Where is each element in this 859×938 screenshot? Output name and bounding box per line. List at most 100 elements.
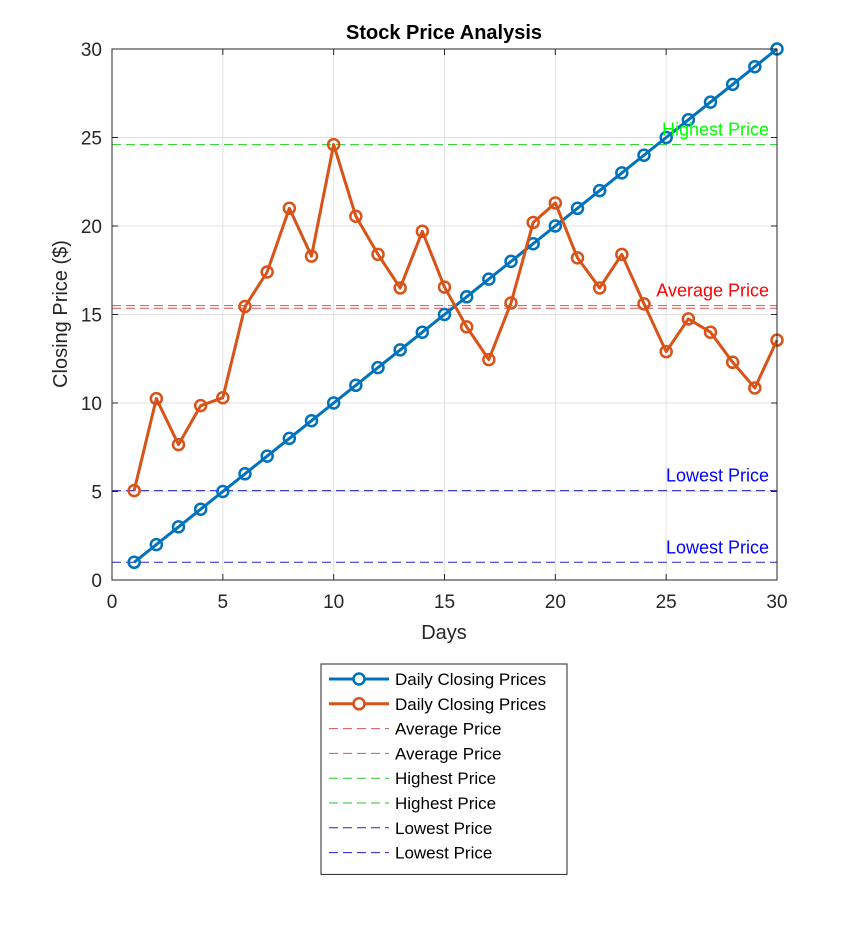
- data-point: [304, 249, 319, 263]
- data-point: [149, 537, 164, 552]
- legend-entry: Daily Closing Prices: [329, 695, 546, 714]
- data-point: [592, 281, 607, 295]
- x-tick-label: 30: [766, 592, 787, 613]
- data-point: [459, 290, 474, 304]
- x-tick-label: 15: [434, 592, 455, 613]
- data-point: [482, 352, 496, 367]
- data-point: [393, 343, 407, 357]
- data-point: [326, 137, 341, 152]
- chart-title: Stock Price Analysis: [346, 22, 542, 44]
- data-point: [703, 95, 718, 109]
- legend-entry: Daily Closing Prices: [329, 670, 546, 689]
- data-point: [127, 483, 141, 498]
- data-point: [748, 381, 762, 395]
- data-point: [171, 437, 186, 452]
- data-point: [592, 183, 607, 198]
- data-point: [393, 281, 407, 295]
- x-tick-label: 25: [656, 592, 677, 613]
- x-axis-label: Days: [421, 622, 467, 644]
- data-point: [615, 247, 629, 262]
- data-point: [415, 325, 430, 339]
- data-point: [526, 215, 540, 230]
- data-point: [238, 467, 252, 481]
- data-point: [260, 265, 274, 279]
- data-point: [304, 413, 319, 428]
- data-point: [326, 396, 341, 410]
- legend-entry: Highest Price: [329, 769, 496, 788]
- y-tick-label: 30: [81, 40, 102, 61]
- annotation-label: Highest Price: [662, 120, 769, 140]
- legend-label: Average Price: [395, 744, 501, 763]
- data-point: [171, 520, 186, 534]
- legend-label: Daily Closing Prices: [395, 670, 546, 689]
- data-point: [216, 484, 230, 499]
- series-2: [127, 137, 784, 498]
- data-point: [437, 280, 452, 294]
- legend-label: Daily Closing Prices: [395, 695, 546, 714]
- legend-label: Highest Price: [395, 794, 496, 813]
- data-series: [127, 42, 784, 570]
- legend: Daily Closing Prices Daily Closing Prices…: [320, 663, 568, 875]
- data-point: [193, 398, 208, 413]
- data-point: [570, 201, 585, 216]
- data-point: [127, 555, 141, 570]
- data-point: [681, 113, 696, 127]
- legend-label: Lowest Price: [395, 819, 492, 838]
- legend-entry: Lowest Price: [329, 844, 492, 863]
- data-point: [615, 166, 629, 180]
- x-tick-label: 5: [218, 592, 229, 613]
- data-point: [459, 320, 474, 334]
- data-point: [504, 296, 518, 310]
- y-tick-label: 25: [81, 129, 102, 150]
- data-point: [748, 59, 762, 74]
- legend-label: Lowest Price: [395, 844, 492, 863]
- data-point: [725, 355, 740, 370]
- legend-marker: [352, 697, 366, 711]
- data-point: [349, 209, 363, 224]
- x-tick-label: 20: [545, 592, 566, 613]
- data-point: [260, 449, 274, 463]
- data-point: [371, 360, 385, 375]
- y-tick-label: 0: [91, 571, 102, 592]
- legend-entry: Average Price: [329, 720, 501, 739]
- legend-label: Average Price: [395, 720, 501, 739]
- x-tick-label: 0: [107, 592, 118, 613]
- data-point: [216, 390, 230, 405]
- data-point: [193, 502, 208, 516]
- data-point: [637, 148, 651, 162]
- annotation-label: Lowest Price: [666, 537, 769, 557]
- data-point: [725, 77, 740, 92]
- annotations: Highest Price Average Price Lowest Price Lo…: [656, 120, 769, 558]
- y-tick-label: 20: [81, 217, 102, 238]
- data-point: [659, 344, 673, 359]
- data-point: [637, 297, 651, 311]
- legend-label: Highest Price: [395, 769, 496, 788]
- annotation-label: Average Price: [656, 281, 769, 301]
- axis-ticks: 0 5 10 15 20 25 30 0 5 10 15 20 25 30: [81, 40, 788, 613]
- y-axis-label: Closing Price ($): [50, 240, 72, 388]
- data-point: [149, 391, 164, 406]
- data-point: [504, 254, 518, 269]
- y-tick-label: 10: [81, 394, 102, 415]
- data-point: [681, 312, 696, 326]
- legend-entry: Average Price: [329, 744, 501, 763]
- data-point: [282, 431, 297, 446]
- data-point: [238, 299, 252, 314]
- data-point: [548, 196, 563, 210]
- legend-entry: Highest Price: [329, 794, 496, 813]
- legend-entry: Lowest Price: [329, 819, 492, 838]
- data-point: [659, 130, 673, 145]
- data-point: [371, 247, 385, 262]
- data-point: [703, 325, 718, 339]
- data-point: [570, 251, 585, 265]
- data-point: [349, 378, 363, 393]
- data-point: [548, 219, 563, 233]
- data-point: [437, 307, 452, 322]
- y-tick-label: 5: [91, 483, 102, 504]
- y-tick-label: 15: [81, 306, 102, 327]
- data-point: [282, 201, 297, 216]
- x-tick-label: 10: [323, 592, 344, 613]
- annotation-label: Lowest Price: [666, 466, 769, 486]
- data-point: [482, 272, 496, 286]
